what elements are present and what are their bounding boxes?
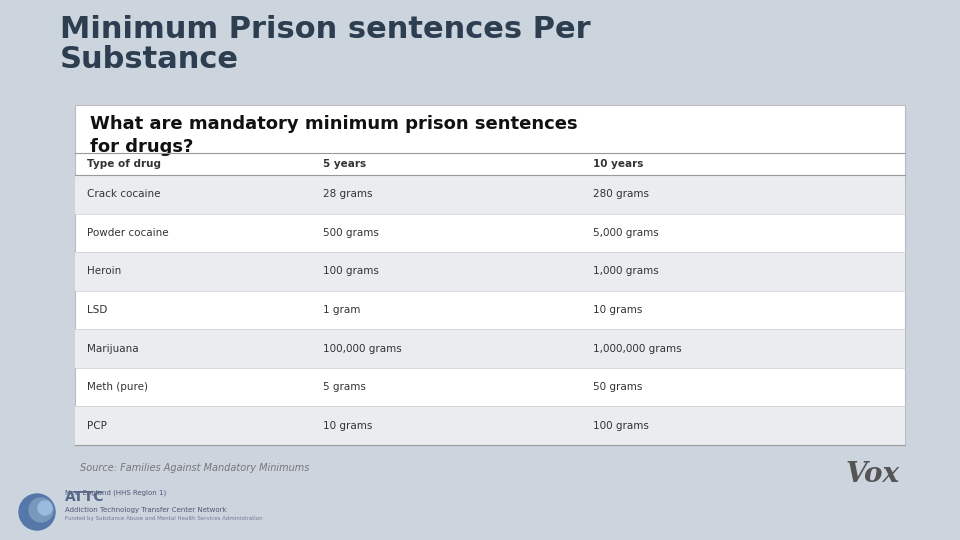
Text: 100 grams: 100 grams: [593, 421, 649, 431]
Text: 10 years: 10 years: [593, 159, 643, 169]
FancyBboxPatch shape: [75, 175, 905, 214]
Text: Powder cocaine: Powder cocaine: [87, 228, 169, 238]
FancyBboxPatch shape: [75, 329, 905, 368]
FancyBboxPatch shape: [75, 105, 905, 445]
Text: Type of drug: Type of drug: [87, 159, 161, 169]
Text: 5 grams: 5 grams: [323, 382, 366, 392]
Text: Minimum Prison sentences Per: Minimum Prison sentences Per: [60, 15, 590, 44]
Circle shape: [38, 501, 52, 515]
Circle shape: [29, 498, 53, 522]
Text: Heroin: Heroin: [87, 266, 121, 276]
Text: Meth (pure): Meth (pure): [87, 382, 148, 392]
Text: Crack cocaine: Crack cocaine: [87, 190, 160, 199]
Text: LSD: LSD: [87, 305, 108, 315]
Text: 10 grams: 10 grams: [593, 305, 642, 315]
Text: Substance: Substance: [60, 45, 239, 74]
Text: PCP: PCP: [87, 421, 107, 431]
Text: New England (HHS Region 1): New England (HHS Region 1): [65, 489, 166, 496]
Circle shape: [19, 494, 55, 530]
Text: ATTC: ATTC: [65, 490, 105, 504]
Text: 5,000 grams: 5,000 grams: [593, 228, 659, 238]
Text: 28 grams: 28 grams: [323, 190, 372, 199]
Text: 100 grams: 100 grams: [323, 266, 379, 276]
Text: Addiction Technology Transfer Center Network: Addiction Technology Transfer Center Net…: [65, 507, 227, 513]
Text: 500 grams: 500 grams: [323, 228, 379, 238]
Text: 50 grams: 50 grams: [593, 382, 642, 392]
Text: 1,000 grams: 1,000 grams: [593, 266, 659, 276]
Text: What are mandatory minimum prison sentences
for drugs?: What are mandatory minimum prison senten…: [90, 115, 578, 156]
FancyBboxPatch shape: [75, 407, 905, 445]
Text: 100,000 grams: 100,000 grams: [323, 343, 401, 354]
Text: 280 grams: 280 grams: [593, 190, 649, 199]
Text: 5 years: 5 years: [323, 159, 366, 169]
Text: 1,000,000 grams: 1,000,000 grams: [593, 343, 682, 354]
Text: Source: Families Against Mandatory Minimums: Source: Families Against Mandatory Minim…: [80, 463, 309, 473]
Text: 1 gram: 1 gram: [323, 305, 360, 315]
Text: Vox: Vox: [846, 461, 900, 488]
Text: Marijuana: Marijuana: [87, 343, 138, 354]
Text: 10 grams: 10 grams: [323, 421, 372, 431]
Text: Funded by Substance Abuse and Mental Health Services Administration: Funded by Substance Abuse and Mental Hea…: [65, 516, 263, 521]
FancyBboxPatch shape: [75, 252, 905, 291]
